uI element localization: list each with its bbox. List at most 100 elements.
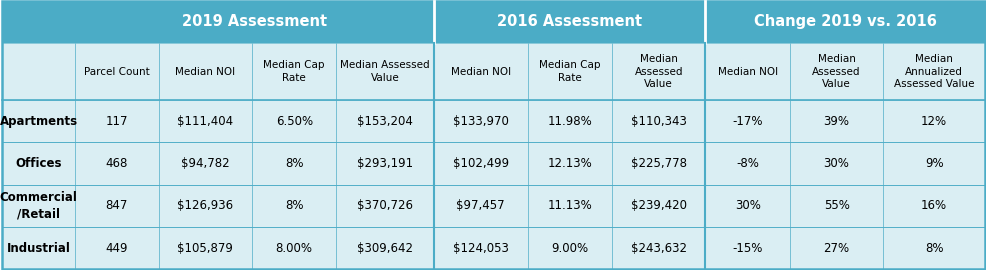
Bar xyxy=(705,142,789,185)
Text: $97,457: $97,457 xyxy=(456,199,505,212)
Text: $293,191: $293,191 xyxy=(357,157,413,170)
Text: 27%: 27% xyxy=(822,242,849,255)
Text: 39%: 39% xyxy=(822,114,849,128)
Bar xyxy=(336,100,434,142)
Text: -8%: -8% xyxy=(736,157,758,170)
Text: Parcel Count: Parcel Count xyxy=(84,66,150,77)
Text: Median
Assessed
Value: Median Assessed Value xyxy=(811,54,860,89)
Bar xyxy=(159,185,251,227)
Text: 847: 847 xyxy=(106,199,128,212)
Bar xyxy=(159,227,251,269)
Text: $153,204: $153,204 xyxy=(357,114,413,128)
Text: Median NOI: Median NOI xyxy=(717,66,777,77)
Bar xyxy=(75,100,159,142)
Bar xyxy=(75,43,159,100)
Bar xyxy=(528,100,611,142)
Bar xyxy=(528,142,611,185)
Bar xyxy=(251,142,336,185)
Bar xyxy=(75,142,159,185)
Text: 16%: 16% xyxy=(920,199,947,212)
Bar xyxy=(336,185,434,227)
Text: 8.00%: 8.00% xyxy=(275,242,313,255)
Bar xyxy=(2,185,984,227)
Bar xyxy=(251,227,336,269)
Bar xyxy=(611,43,705,100)
Bar xyxy=(336,43,434,100)
Text: 449: 449 xyxy=(106,242,128,255)
Bar xyxy=(611,227,705,269)
Bar xyxy=(2,100,984,142)
Text: -15%: -15% xyxy=(732,242,762,255)
Bar xyxy=(789,142,882,185)
Bar xyxy=(882,185,984,227)
Bar xyxy=(159,100,251,142)
Text: 55%: 55% xyxy=(823,199,849,212)
Bar xyxy=(2,142,984,185)
Bar xyxy=(882,43,984,100)
Text: 30%: 30% xyxy=(734,199,760,212)
Text: 8%: 8% xyxy=(285,157,303,170)
Text: $102,499: $102,499 xyxy=(453,157,509,170)
Text: $243,632: $243,632 xyxy=(630,242,686,255)
Bar xyxy=(159,43,251,100)
Text: 12%: 12% xyxy=(920,114,947,128)
Bar xyxy=(882,100,984,142)
Bar xyxy=(705,227,789,269)
Bar xyxy=(2,142,75,185)
Bar xyxy=(611,185,705,227)
Text: 11.98%: 11.98% xyxy=(547,114,592,128)
Text: 9.00%: 9.00% xyxy=(550,242,588,255)
Bar xyxy=(75,185,159,227)
Text: Offices: Offices xyxy=(16,157,62,170)
Text: 6.50%: 6.50% xyxy=(275,114,313,128)
Text: 468: 468 xyxy=(106,157,128,170)
Text: 117: 117 xyxy=(106,114,128,128)
Text: Median Cap
Rate: Median Cap Rate xyxy=(538,60,599,83)
Text: Change 2019 vs. 2016: Change 2019 vs. 2016 xyxy=(753,14,936,29)
Text: $124,053: $124,053 xyxy=(453,242,508,255)
Bar xyxy=(528,185,611,227)
Bar xyxy=(528,43,611,100)
Text: $370,726: $370,726 xyxy=(357,199,413,212)
Bar xyxy=(251,43,336,100)
Text: Median NOI: Median NOI xyxy=(451,66,511,77)
Bar xyxy=(611,142,705,185)
Text: Median NOI: Median NOI xyxy=(176,66,235,77)
Text: 8%: 8% xyxy=(285,199,303,212)
Bar xyxy=(882,227,984,269)
Bar xyxy=(434,100,528,142)
Bar xyxy=(434,227,528,269)
Bar xyxy=(2,43,984,100)
Bar xyxy=(705,100,789,142)
Text: Median
Annualized
Assessed Value: Median Annualized Assessed Value xyxy=(893,54,973,89)
Text: Median Assessed
Value: Median Assessed Value xyxy=(340,60,430,83)
Bar xyxy=(528,227,611,269)
Bar xyxy=(251,100,336,142)
Bar xyxy=(2,185,75,227)
Bar xyxy=(611,100,705,142)
Bar xyxy=(789,227,882,269)
Text: 2019 Assessment: 2019 Assessment xyxy=(181,14,326,29)
Text: $126,936: $126,936 xyxy=(177,199,233,212)
Bar xyxy=(705,185,789,227)
Text: $105,879: $105,879 xyxy=(177,242,233,255)
Bar xyxy=(75,227,159,269)
Text: Commercial
/Retail: Commercial /Retail xyxy=(0,191,78,220)
Text: 2016 Assessment: 2016 Assessment xyxy=(497,14,642,29)
Text: 30%: 30% xyxy=(823,157,849,170)
Text: Median Cap
Rate: Median Cap Rate xyxy=(263,60,324,83)
Bar xyxy=(2,43,75,100)
Bar xyxy=(336,142,434,185)
Text: $110,343: $110,343 xyxy=(630,114,686,128)
Text: 12.13%: 12.13% xyxy=(547,157,592,170)
Bar xyxy=(336,227,434,269)
Bar xyxy=(434,43,528,100)
Bar xyxy=(789,185,882,227)
Text: 9%: 9% xyxy=(924,157,943,170)
Text: $94,782: $94,782 xyxy=(180,157,230,170)
Text: Median
Assessed
Value: Median Assessed Value xyxy=(634,54,682,89)
Bar xyxy=(705,43,789,100)
Text: $111,404: $111,404 xyxy=(177,114,233,128)
Text: 11.13%: 11.13% xyxy=(547,199,592,212)
Bar xyxy=(2,100,75,142)
